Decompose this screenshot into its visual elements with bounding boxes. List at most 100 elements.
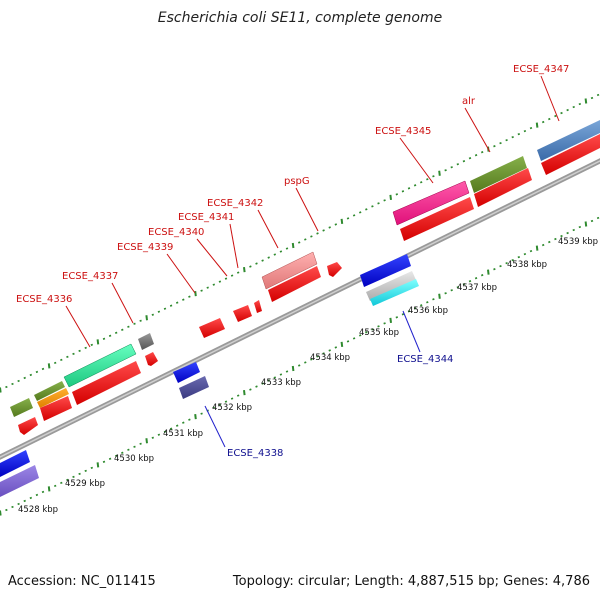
minor-tick	[151, 313, 155, 316]
feature-alr[interactable]	[470, 156, 527, 193]
feature-red-ECSE_4341[interactable]	[254, 300, 262, 313]
minor-tick	[236, 394, 240, 397]
feature-ECSE_4344[interactable]	[370, 279, 419, 306]
feature-red-8[interactable]	[541, 134, 600, 175]
feature-lgrey[interactable]	[366, 271, 416, 301]
feature-red-7[interactable]	[474, 168, 532, 207]
minor-tick	[29, 373, 33, 377]
feature-label[interactable]: ECSE_4341	[178, 212, 234, 223]
minor-tick	[560, 234, 563, 238]
feature-red-2[interactable]	[40, 396, 72, 421]
minor-tick	[139, 442, 142, 445]
feature-blue-left[interactable]	[0, 450, 30, 477]
feature-label[interactable]: ECSE_4345	[375, 126, 431, 137]
minor-tick	[121, 328, 124, 331]
feature-pspG[interactable]	[327, 262, 342, 277]
feature-label[interactable]: ECSE_4342	[207, 198, 263, 209]
minor-tick	[407, 187, 411, 190]
feature-dblue[interactable]	[179, 376, 209, 399]
minor-tick	[322, 352, 325, 355]
minor-tick	[182, 298, 185, 301]
scale-label: 4534 kbp	[310, 353, 350, 363]
feature-red-1[interactable]	[18, 417, 38, 435]
minor-tick	[200, 412, 203, 415]
minor-tick	[41, 490, 45, 494]
minor-tick	[426, 178, 429, 181]
feature-ECSE_4345[interactable]	[392, 180, 470, 226]
minor-tick	[72, 352, 75, 356]
minor-tick	[419, 304, 423, 307]
feature-label[interactable]: alr	[462, 96, 476, 107]
minor-tick	[413, 307, 417, 310]
feature-ECSE_4338[interactable]	[173, 362, 200, 383]
minor-tick	[169, 427, 173, 430]
minor-tick	[133, 322, 136, 325]
feature-red-3[interactable]	[72, 361, 141, 405]
minor-tick	[426, 301, 429, 304]
feature-red-4[interactable]	[145, 352, 158, 366]
feature-label[interactable]: ECSE_4340	[148, 227, 204, 238]
feature-purple-left[interactable]	[0, 465, 39, 497]
feature-label[interactable]: ECSE_4338	[227, 448, 283, 459]
minor-tick	[139, 319, 142, 322]
callout-line	[295, 187, 319, 232]
feature-label[interactable]: ECSE_4336	[16, 294, 72, 305]
major-tick	[584, 221, 588, 227]
feature-red-ECSE_4340[interactable]	[233, 305, 252, 322]
major-tick	[243, 266, 246, 273]
minor-tick	[523, 252, 527, 256]
minor-tick	[102, 337, 106, 340]
minor-tick	[468, 157, 472, 160]
minor-tick	[474, 154, 478, 157]
forward-feature-list	[10, 120, 600, 435]
minor-tick	[35, 370, 39, 374]
minor-tick	[108, 334, 112, 337]
major-tick	[535, 122, 539, 128]
scale-label: 4532 kbp	[212, 403, 252, 413]
feature-label[interactable]: pspG	[284, 176, 310, 187]
minor-tick	[157, 310, 161, 313]
minor-tick	[401, 190, 405, 193]
feature-label[interactable]: ECSE_4337	[62, 271, 118, 282]
feature-olive-1[interactable]	[10, 398, 33, 417]
minor-tick	[5, 508, 8, 512]
minor-tick	[90, 343, 94, 346]
minor-tick	[468, 280, 472, 283]
feature-red-ECSE_4339[interactable]	[199, 318, 225, 338]
minor-tick	[157, 433, 161, 436]
callout-line	[540, 75, 560, 122]
feature-red-5[interactable]	[268, 266, 321, 302]
minor-tick	[53, 484, 57, 488]
minor-tick	[358, 334, 362, 337]
minor-tick	[505, 138, 508, 142]
major-tick	[340, 341, 344, 348]
minor-tick	[462, 283, 466, 286]
minor-tick	[200, 289, 203, 292]
feature-ECSE_4337[interactable]	[138, 333, 154, 350]
minor-tick	[108, 457, 112, 460]
feature-olive-2[interactable]	[34, 381, 65, 401]
minor-tick	[554, 237, 557, 241]
minor-tick	[230, 274, 234, 277]
minor-tick	[279, 373, 283, 376]
feature-label[interactable]: ECSE_4344	[397, 354, 453, 365]
scale-label: 4533 kbp	[261, 378, 301, 388]
feature-ECSE_4347[interactable]	[537, 120, 600, 161]
minor-tick	[304, 238, 307, 241]
minor-tick	[212, 283, 216, 286]
major-tick	[487, 269, 490, 275]
feature-label[interactable]: ECSE_4339	[117, 242, 173, 253]
major-tick	[291, 242, 295, 249]
feature-ECSE_4342[interactable]	[261, 251, 318, 290]
minor-tick	[53, 361, 57, 365]
feature-ECSE_4336[interactable]	[63, 343, 137, 388]
feature-orange[interactable]	[37, 388, 69, 408]
major-tick	[0, 510, 2, 516]
scale-label: 4537 kbp	[457, 283, 497, 293]
feature-label[interactable]: ECSE_4347	[513, 64, 569, 75]
minor-tick	[66, 355, 69, 359]
scale-labels: 4528 kbp 4529 kbp 4530 kbp 4531 kbp 4532 kbp…	[18, 237, 598, 515]
feature-blue-2[interactable]	[360, 254, 411, 287]
feature-red-6[interactable]	[400, 197, 474, 241]
